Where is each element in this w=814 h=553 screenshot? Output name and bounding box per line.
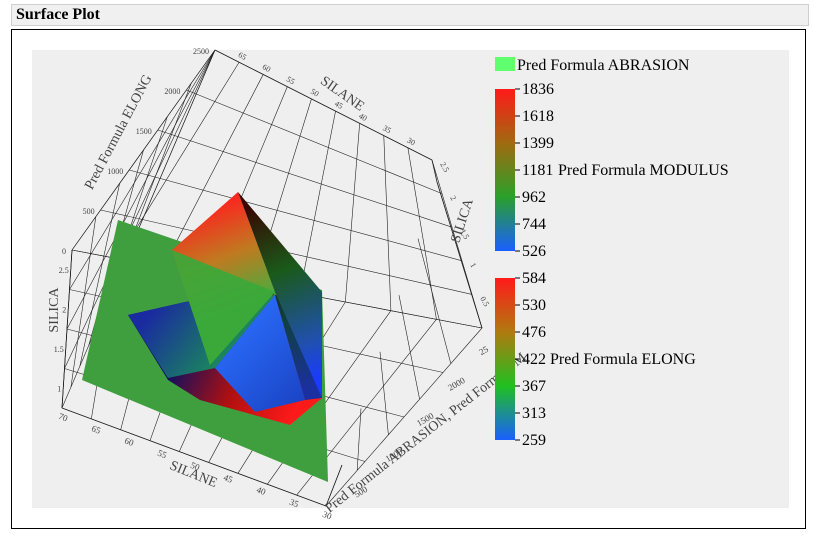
- colorbar-value: 476: [522, 324, 546, 341]
- modulus-front-facet: [172, 250, 275, 365]
- legend-label-abrasion: Pred Formula ABRASION: [517, 57, 690, 74]
- modulus-right-surface: [238, 192, 322, 398]
- back-x-axis-label: SILANE: [317, 74, 366, 115]
- grid-line: [398, 295, 420, 400]
- y-tick: 1: [57, 384, 61, 393]
- colorbar-value: 584: [522, 270, 546, 287]
- colorbar-value: 962: [522, 189, 546, 206]
- edge-line: [61, 407, 327, 507]
- grid-line: [66, 49, 216, 330]
- grid-line: [379, 351, 389, 435]
- colorbar-value: 1181: [522, 162, 553, 179]
- back-x-tick: 60: [261, 62, 272, 74]
- grid-line: [70, 216, 97, 388]
- elong-front-facet: [215, 295, 305, 412]
- grid-line: [117, 62, 240, 259]
- edge-line: [214, 49, 433, 161]
- grid-lines: [61, 49, 483, 507]
- back-x-tick: 50: [309, 87, 320, 99]
- legend-label-elong: Pred Formula ELONG: [550, 351, 696, 368]
- z-left-tick: 1500: [136, 127, 152, 136]
- grid-line: [383, 135, 392, 311]
- grid-line: [345, 123, 360, 303]
- back-x-tick: 65: [237, 50, 248, 62]
- legend: Pred Formula ABRASION 1836 1618 1399 1181 962…: [495, 57, 729, 449]
- grid-line: [69, 49, 216, 290]
- colorbar-value: 313: [522, 405, 546, 422]
- x-tick: 60: [123, 435, 136, 448]
- colorbar: [495, 89, 515, 251]
- back-y-tick: 1.5: [458, 228, 471, 241]
- colorbar-value: 744: [522, 216, 546, 233]
- colorbar-value: 526: [522, 243, 546, 260]
- grid-line: [129, 169, 463, 262]
- colorbar-value: 1836: [522, 81, 554, 98]
- colorbar-value: 259: [522, 432, 546, 449]
- edge-line: [431, 159, 438, 183]
- x-tick: 70: [57, 411, 70, 424]
- legend-label-modulus: Pred Formula MODULUS: [558, 162, 729, 179]
- back-x-tick: 30: [405, 136, 416, 148]
- grid-line: [79, 183, 120, 367]
- report-title: Surface Plot: [16, 6, 100, 23]
- grid-line: [157, 129, 453, 228]
- edge-line: [325, 464, 343, 507]
- colorbar-value: 1618: [522, 108, 554, 125]
- back-y-tick: 1: [468, 261, 478, 269]
- back-x-tick: 35: [381, 123, 392, 135]
- colorbar-value: 367: [522, 378, 546, 395]
- x-tick: 50: [189, 460, 202, 473]
- back-x-tick: 55: [285, 75, 296, 87]
- edge-line: [61, 249, 73, 409]
- x-tick: 35: [288, 497, 301, 510]
- colorbar: [495, 278, 515, 440]
- x-tick: 40: [255, 484, 268, 497]
- z-left-tick: 500: [83, 207, 95, 216]
- grid-line: [64, 49, 216, 369]
- z-right-tick: 25: [477, 344, 490, 357]
- back-y-tick: 2: [448, 194, 458, 202]
- grid-line: [162, 74, 264, 268]
- z-right-tick: 2000: [446, 375, 467, 393]
- colorbar-value: 422: [522, 351, 546, 368]
- y-tick: 2: [62, 305, 66, 314]
- y-tick: 2.5: [59, 266, 69, 275]
- colorbar-value: 1399: [522, 135, 554, 152]
- y-tick: 1.5: [54, 345, 64, 354]
- z-left-tick: 0: [62, 247, 66, 256]
- x-tick: 45: [222, 472, 235, 485]
- z-left-tick: 2000: [164, 87, 180, 96]
- back-x-tick: 45: [333, 99, 344, 111]
- edge-line: [436, 181, 483, 329]
- abrasion-swatch: [495, 57, 515, 71]
- colorbar-value: 530: [522, 297, 546, 314]
- grid-line: [417, 238, 452, 364]
- back-y-tick: 0.5: [478, 295, 491, 308]
- x-tick: 55: [156, 448, 169, 461]
- title-bar[interactable]: Surface Plot: [11, 4, 809, 26]
- grid-line: [71, 49, 216, 251]
- y-axis-label: SILICA: [47, 287, 62, 333]
- back-x-tick: 40: [357, 111, 368, 123]
- z-left-tick: 2500: [193, 47, 209, 56]
- x-tick: 65: [90, 423, 103, 436]
- grid-line: [356, 408, 362, 471]
- grid-line: [186, 89, 443, 194]
- surfaces: [82, 192, 328, 482]
- back-y-tick: 2.5: [438, 161, 451, 174]
- z-left-tick: 1000: [107, 167, 123, 176]
- x-tick: 30: [321, 509, 334, 522]
- grid-line: [299, 111, 336, 294]
